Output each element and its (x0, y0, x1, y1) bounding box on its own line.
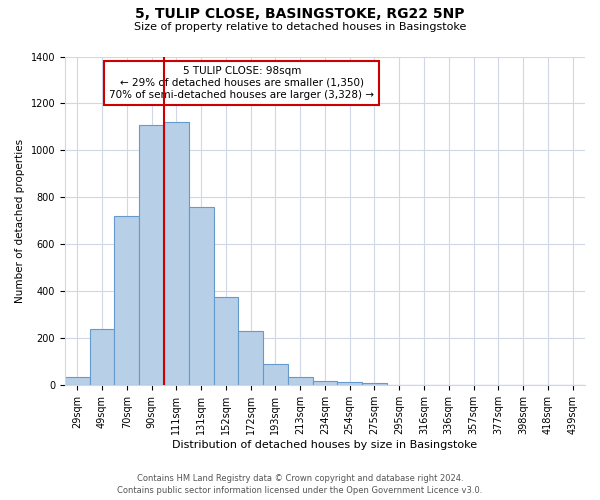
Text: 5 TULIP CLOSE: 98sqm
← 29% of detached houses are smaller (1,350)
70% of semi-de: 5 TULIP CLOSE: 98sqm ← 29% of detached h… (109, 66, 374, 100)
Bar (65, 377, 89, 385)
Bar (313, 380, 337, 385)
Bar (288, 377, 313, 385)
Y-axis label: Number of detached properties: Number of detached properties (15, 139, 25, 303)
Bar (362, 383, 387, 385)
Bar (238, 331, 263, 385)
Bar (89, 329, 115, 385)
Bar (139, 124, 164, 385)
Text: 5, TULIP CLOSE, BASINGSTOKE, RG22 5NP: 5, TULIP CLOSE, BASINGSTOKE, RG22 5NP (135, 8, 465, 22)
Bar (214, 297, 238, 385)
Bar (115, 216, 139, 385)
X-axis label: Distribution of detached houses by size in Basingstoke: Distribution of detached houses by size … (172, 440, 478, 450)
Bar (337, 382, 362, 385)
Bar (189, 207, 214, 385)
Text: Size of property relative to detached houses in Basingstoke: Size of property relative to detached ho… (134, 22, 466, 32)
Bar (164, 122, 189, 385)
Bar (263, 364, 288, 385)
Text: Contains HM Land Registry data © Crown copyright and database right 2024.
Contai: Contains HM Land Registry data © Crown c… (118, 474, 482, 495)
